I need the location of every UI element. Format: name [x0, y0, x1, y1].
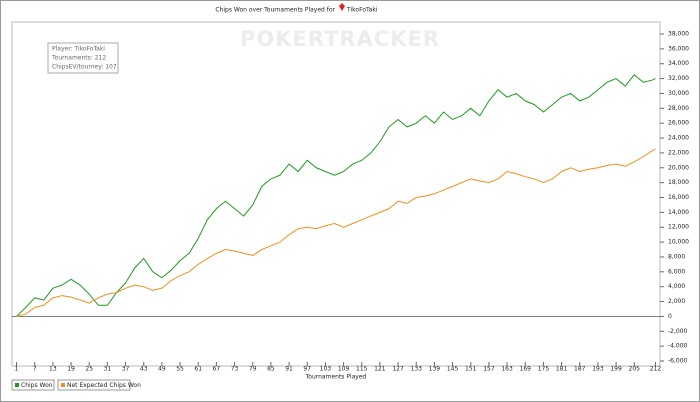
x-tick-label: 151 — [465, 366, 477, 373]
chart-title: Chips Won over Tournaments Played for — [215, 7, 335, 14]
x-tick-label: 193 — [592, 366, 604, 373]
x-tick-label: 19 — [67, 366, 75, 373]
x-tick-label: 31 — [104, 366, 112, 373]
y-tick-label: -6,000 — [668, 358, 688, 365]
x-tick-label: 199 — [610, 366, 622, 373]
x-tick-label: 37 — [122, 366, 130, 373]
player-icon — [339, 3, 345, 11]
x-tick-label: 157 — [483, 366, 495, 373]
y-tick-label: 2,000 — [668, 298, 685, 305]
plot-area — [11, 21, 661, 367]
x-axis-label: Tournaments Played — [305, 374, 367, 381]
legend-label: Chips Won — [21, 382, 53, 389]
y-tick-label: 36,000 — [668, 45, 689, 52]
x-tick-label: 67 — [213, 366, 221, 373]
info-line: Tournaments: 212 — [51, 55, 106, 62]
info-box — [47, 42, 119, 74]
x-tick-label: 55 — [176, 366, 184, 373]
y-tick-label: 12,000 — [668, 224, 689, 231]
info-line: Player: TikoFoTaki — [52, 46, 105, 53]
x-tick-label: 139 — [429, 366, 441, 373]
y-tick-label: 16,000 — [668, 194, 689, 201]
x-tick-label: 163 — [501, 366, 513, 373]
x-tick-label: 127 — [392, 366, 404, 373]
y-tick-label: 18,000 — [668, 179, 689, 186]
y-tick-label: 34,000 — [668, 60, 689, 67]
y-tick-label: -4,000 — [668, 343, 688, 350]
y-tick-label: 24,000 — [668, 135, 689, 142]
x-tick-label: 187 — [574, 366, 586, 373]
y-tick-label: 26,000 — [668, 120, 689, 127]
x-tick-label: 181 — [556, 366, 568, 373]
y-tick-label: 0 — [668, 313, 672, 320]
x-tick-label: 212 — [650, 366, 662, 373]
x-tick-label: 121 — [374, 366, 386, 373]
legend-swatch — [15, 383, 19, 387]
y-tick-label: 28,000 — [668, 105, 689, 112]
player-name: TikoFoTaki — [346, 7, 378, 14]
y-tick-label: 38,000 — [668, 31, 689, 38]
x-tick-label: 91 — [285, 366, 293, 373]
x-tick-label: 169 — [520, 366, 532, 373]
x-tick-label: 175 — [538, 366, 550, 373]
x-tick-label: 7 — [33, 366, 37, 373]
x-tick-label: 25 — [85, 366, 93, 373]
y-tick-label: 4,000 — [668, 283, 685, 290]
y-tick-label: 10,000 — [668, 239, 689, 246]
x-tick-label: 79 — [249, 366, 257, 373]
series-line — [16, 148, 656, 317]
x-tick-label: 49 — [158, 366, 166, 373]
y-tick-label: -2,000 — [668, 328, 688, 335]
x-tick-label: 43 — [140, 366, 148, 373]
x-tick-label: 205 — [629, 366, 641, 373]
legend-box — [57, 379, 131, 391]
x-tick-label: 115 — [356, 366, 368, 373]
x-tick-label: 103 — [320, 366, 332, 373]
x-tick-label: 85 — [267, 366, 275, 373]
x-tick-label: 97 — [303, 366, 311, 373]
y-tick-label: 8,000 — [668, 253, 685, 260]
x-tick-label: 1 — [15, 366, 19, 373]
legend-box — [11, 379, 55, 391]
y-tick-label: 14,000 — [668, 209, 689, 216]
legend-swatch — [61, 383, 65, 387]
x-tick-label: 145 — [447, 366, 459, 373]
watermark: POKERTRACKER — [240, 27, 440, 51]
x-tick-label: 133 — [411, 366, 423, 373]
x-tick-label: 13 — [49, 366, 57, 373]
y-tick-label: 30,000 — [668, 90, 689, 97]
x-tick-label: 61 — [194, 366, 202, 373]
info-line: ChipsEV/tourney: 107 — [52, 64, 117, 71]
y-tick-label: 22,000 — [668, 149, 689, 156]
legend-label: Net Expected Chips Won — [67, 382, 141, 389]
y-tick-label: 32,000 — [668, 75, 689, 82]
series-line — [16, 74, 656, 317]
x-tick-label: 109 — [338, 366, 350, 373]
y-tick-label: 20,000 — [668, 164, 689, 171]
y-tick-label: 6,000 — [668, 268, 685, 275]
x-tick-label: 73 — [231, 366, 239, 373]
